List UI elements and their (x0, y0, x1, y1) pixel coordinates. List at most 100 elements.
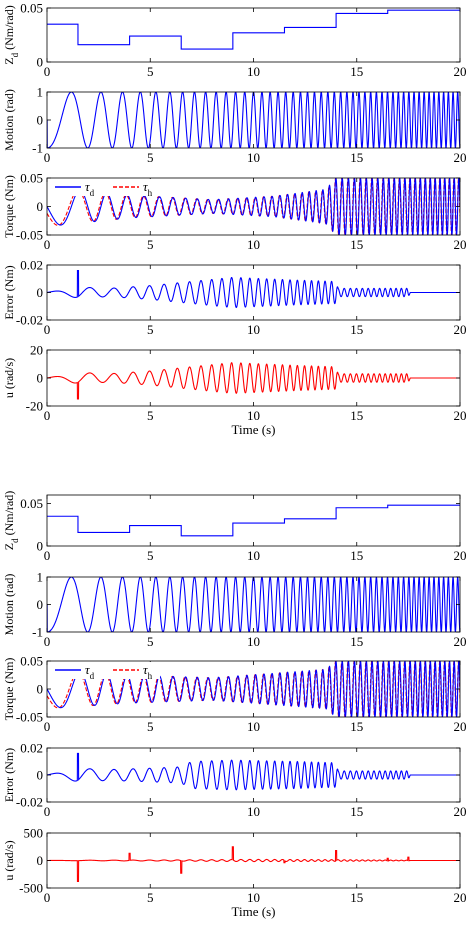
y-tick-label: 0 (37, 539, 44, 554)
x-tick-label: 20 (454, 237, 467, 252)
plot-area (47, 661, 460, 717)
y-tick-label: 0.02 (20, 741, 43, 756)
series-blue-line (47, 9, 460, 50)
y-tick-label: 0 (37, 55, 44, 70)
plot-area (47, 752, 460, 791)
legend: τd τh (48, 662, 160, 681)
y-tick-label: 0 (37, 199, 44, 214)
x-tick-label: 0 (44, 804, 51, 819)
x-tick-label: 20 (454, 408, 467, 423)
x-tick-label: 5 (147, 237, 154, 252)
plot-area (47, 269, 460, 309)
x-tick-label: 10 (247, 804, 260, 819)
x-tick-label: 10 (247, 408, 260, 423)
x-tick-label: 20 (454, 634, 467, 649)
x-tick-label: 5 (147, 322, 154, 337)
series-blue-line (47, 504, 460, 537)
x-tick-label: 5 (147, 804, 154, 819)
plot-area (47, 362, 460, 400)
x-tick-label: 15 (350, 237, 363, 252)
y-tick-label: 0 (37, 682, 44, 697)
y-tick-label: 1 (37, 85, 44, 100)
y-tick-label: 0 (37, 371, 44, 386)
y-axis-label: Torque (Nm) (2, 658, 16, 721)
y-tick-label: 0 (37, 113, 44, 128)
x-tick-label: 10 (247, 719, 260, 734)
x-tick-label: 15 (350, 804, 363, 819)
x-tick-label: 10 (247, 890, 260, 905)
y-tick-label: -1 (32, 141, 43, 156)
y-axis-label: Motion (rad) (2, 574, 16, 636)
x-tick-label: 0 (44, 150, 51, 165)
x-tick-label: 15 (350, 150, 363, 165)
x-axis-label: Time (s) (232, 422, 276, 437)
series-blue-line (47, 269, 460, 309)
y-tick-label: 0.05 (20, 1, 43, 16)
x-tick-label: 0 (44, 237, 51, 252)
x-tick-label: 15 (350, 322, 363, 337)
x-tick-label: 0 (44, 64, 51, 79)
x-tick-label: 0 (44, 719, 51, 734)
series-blue-line (47, 178, 460, 235)
y-tick-label: 0 (37, 853, 44, 868)
x-tick-label: 0 (44, 890, 51, 905)
y-axis-label: u (rad/s) (2, 358, 16, 398)
x-tick-label: 15 (350, 548, 363, 563)
x-tick-label: 10 (247, 634, 260, 649)
y-tick-label: -500 (19, 881, 43, 896)
x-tick-label: 0 (44, 408, 51, 423)
x-tick-label: 15 (350, 890, 363, 905)
x-tick-label: 20 (454, 64, 467, 79)
x-tick-label: 5 (147, 150, 154, 165)
x-tick-label: 0 (44, 322, 51, 337)
legend-label: τd (85, 662, 95, 681)
series-blue-line (47, 752, 460, 791)
y-tick-label: 0.05 (20, 171, 43, 186)
plot-area (47, 577, 460, 632)
y-tick-label: -0.02 (16, 313, 43, 328)
y-tick-label: -0.05 (16, 228, 43, 243)
axes-frame (46, 7, 461, 63)
y-axis-label: Zd (Nm/rad) (2, 491, 20, 551)
x-tick-label: 20 (454, 804, 467, 819)
y-tick-label: 0 (37, 597, 44, 612)
x-tick-label: 0 (44, 634, 51, 649)
x-tick-label: 20 (454, 150, 467, 165)
x-tick-label: 20 (454, 548, 467, 563)
series-red-line (47, 362, 460, 400)
y-tick-label: 500 (24, 826, 44, 841)
x-tick-label: 10 (247, 64, 260, 79)
plot-area (47, 504, 460, 537)
series-blue-line (47, 577, 460, 632)
y-tick-label: 1 (37, 570, 44, 585)
x-tick-label: 5 (147, 719, 154, 734)
plot-area (47, 92, 460, 148)
x-tick-label: 10 (247, 322, 260, 337)
legend: τd τh (48, 179, 160, 198)
x-tick-label: 15 (350, 408, 363, 423)
y-axis-label: u (rad/s) (2, 840, 16, 880)
x-tick-label: 0 (44, 548, 51, 563)
legend-label: τh (143, 662, 153, 681)
y-tick-label: 0 (37, 285, 44, 300)
y-axis-label: Error (Nm) (2, 265, 16, 319)
x-tick-label: 5 (147, 548, 154, 563)
axes-frame (46, 494, 461, 547)
series-blue-line (47, 92, 460, 148)
x-tick-label: 20 (454, 719, 467, 734)
x-tick-label: 15 (350, 64, 363, 79)
x-tick-label: 10 (247, 548, 260, 563)
y-tick-label: 0 (37, 768, 44, 783)
y-axis-label: Zd (Nm/rad) (2, 5, 20, 65)
y-tick-label: -0.05 (16, 710, 43, 725)
legend-label: τd (85, 179, 95, 198)
